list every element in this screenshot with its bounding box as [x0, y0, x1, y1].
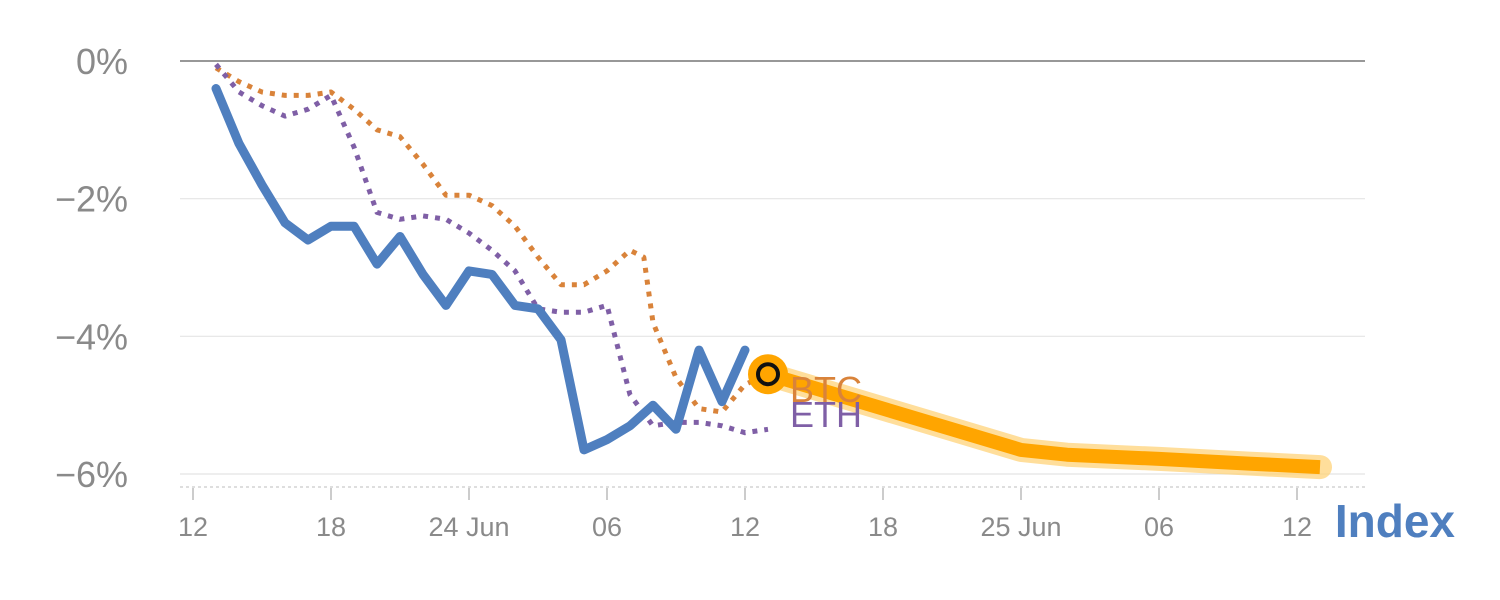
series-line-index	[211, 84, 750, 455]
series-lines	[211, 62, 1332, 480]
series-line-btc	[214, 65, 770, 415]
x-tick-label: 18	[868, 512, 898, 542]
y-tick-labels: 0% −2% −4% −6%	[55, 41, 128, 495]
series-label-eth: ETH	[790, 394, 862, 435]
y-tick-label: −4%	[55, 316, 128, 357]
y-tick-label: −6%	[55, 454, 128, 495]
y-tick-label: 0%	[76, 41, 128, 82]
series-line-eth	[214, 62, 769, 436]
x-tick-labels: 12 18 24 Jun 06 12 18 25 Jun 06 12	[178, 512, 1312, 542]
x-tick-label: 06	[1144, 512, 1174, 542]
x-tick-label: 12	[178, 512, 208, 542]
x-tick-label: 06	[592, 512, 622, 542]
x-tick-label: 12	[730, 512, 760, 542]
gridlines	[180, 60, 1365, 475]
marker-outer	[748, 354, 788, 395]
chart-title: Index	[1335, 495, 1456, 547]
x-tick-label: 18	[316, 512, 346, 542]
axes	[180, 486, 1365, 500]
marker-inner	[756, 362, 780, 387]
current-marker	[748, 354, 788, 395]
y-tick-label: −2%	[55, 179, 128, 220]
series-label-btc: BTC	[790, 369, 862, 410]
x-tick-label: 12	[1282, 512, 1312, 542]
x-tick-label: 25 Jun	[980, 512, 1061, 542]
x-tick-label: 24 Jun	[428, 512, 509, 542]
series-line-forecast	[765, 367, 1321, 475]
